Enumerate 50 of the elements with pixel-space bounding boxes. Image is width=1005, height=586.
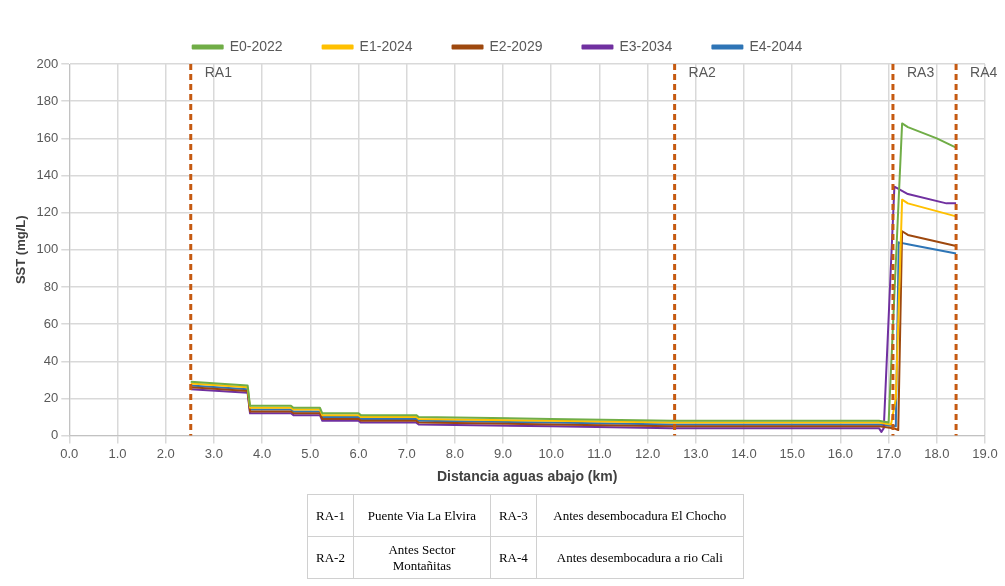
legend-label: E0-2022 (229, 37, 283, 54)
y-tick-label: 20 (43, 390, 59, 406)
text: RA-2 (307, 536, 354, 579)
x-tick-label: 9.0 (494, 445, 513, 461)
y-axis-title: SST (mg/L) (13, 215, 29, 285)
x-tick-label: 0.0 (60, 445, 79, 461)
x-tick-label: 13.0 (683, 445, 709, 461)
y-tick-label: 200 (36, 55, 59, 71)
y-tick-label: 140 (36, 167, 59, 183)
x-tick-label: 18.0 (924, 445, 950, 461)
text: RA-4 (490, 536, 537, 579)
x-tick-label: 11.0 (587, 445, 612, 461)
x-axis-title: Distancia aguas abajo (km) (436, 468, 618, 485)
y-tick-label: 180 (36, 92, 59, 108)
legend-label: E1-2024 (359, 37, 413, 54)
x-tick-label: 8.0 (445, 445, 464, 461)
text: RA-3 (490, 494, 537, 537)
legend-label: E2-2029 (489, 37, 543, 54)
x-tick-label: 5.0 (301, 445, 320, 461)
x-tick-label: 16.0 (827, 445, 854, 461)
x-tick-label: 4.0 (253, 445, 272, 461)
x-tick-label: 12.0 (634, 445, 661, 461)
ref-line-label: RA4 (970, 63, 998, 80)
ref-line-label: RA3 (906, 63, 935, 80)
legend-label: E4-2044 (749, 37, 803, 54)
y-tick-label: 100 (36, 241, 59, 257)
x-tick-label: 15.0 (779, 445, 805, 461)
text: Antes desembocadura El Chocho (536, 494, 744, 537)
text: Antes desembocadura a rio Cali (536, 536, 744, 579)
x-tick-label: 1.0 (108, 445, 127, 461)
x-tick-label: 6.0 (349, 445, 368, 461)
text: RA-1 (307, 494, 354, 537)
y-tick-label: 40 (43, 352, 59, 368)
y-tick-label: 160 (36, 129, 59, 145)
y-tick-label: 60 (43, 315, 59, 331)
x-tick-label: 19.0 (972, 445, 998, 461)
y-tick-label: 120 (36, 204, 59, 220)
x-tick-label: 17.0 (875, 445, 902, 461)
text: Antes Sector Montañitas (353, 536, 491, 579)
x-tick-label: 3.0 (204, 445, 223, 461)
ref-line-label: RA2 (688, 63, 717, 80)
y-tick-label: 80 (43, 278, 59, 294)
x-tick-label: 2.0 (156, 445, 175, 461)
y-tick-label: 0 (51, 427, 59, 443)
x-tick-label: 14.0 (731, 445, 757, 461)
x-tick-label: 7.0 (397, 445, 416, 461)
legend-label: E3-2034 (619, 37, 673, 54)
ref-line-label: RA1 (204, 63, 233, 80)
x-tick-label: 10.0 (538, 445, 564, 461)
text: Puente Via La Elvira (353, 494, 491, 537)
